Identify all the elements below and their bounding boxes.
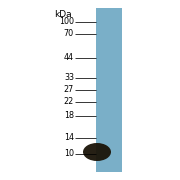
Text: 14: 14: [64, 134, 74, 143]
Text: 27: 27: [64, 86, 74, 94]
Text: 33: 33: [64, 73, 74, 82]
Text: 22: 22: [64, 98, 74, 107]
Ellipse shape: [83, 143, 111, 161]
Text: kDa: kDa: [54, 10, 72, 19]
Text: 18: 18: [64, 111, 74, 120]
Bar: [96, 8, 122, 172]
Text: 70: 70: [64, 30, 74, 39]
Text: 44: 44: [64, 53, 74, 62]
Text: 10: 10: [64, 150, 74, 159]
Text: 100: 100: [59, 17, 74, 26]
